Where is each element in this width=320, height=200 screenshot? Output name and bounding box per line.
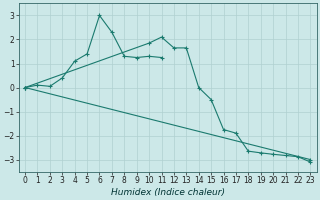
X-axis label: Humidex (Indice chaleur): Humidex (Indice chaleur) [111,188,225,197]
